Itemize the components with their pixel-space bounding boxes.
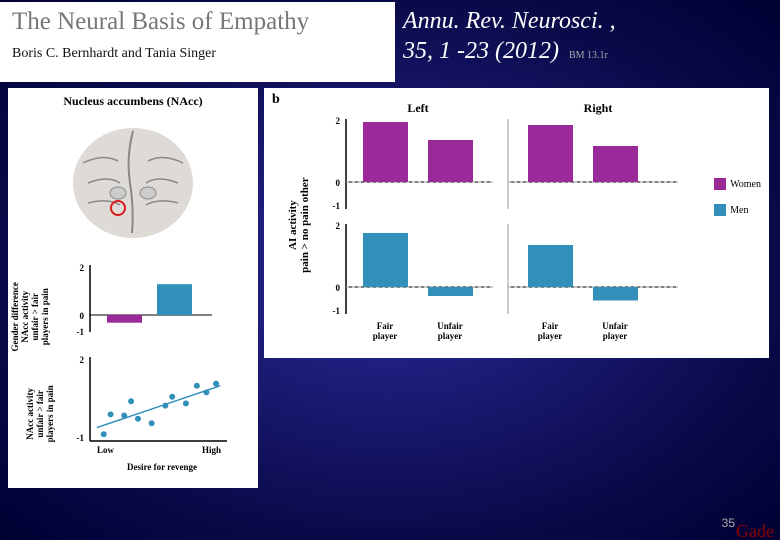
brain-label: Nucleus accumbens (NAcc) (14, 94, 252, 109)
panel-b-legend: Women Men (714, 178, 761, 216)
bar-men (157, 284, 192, 315)
scatter-point (162, 403, 168, 409)
legend-women: Women (714, 178, 761, 190)
panel-b-ylabel: AI activity pain > no pain other (287, 160, 311, 290)
women-bar (593, 146, 638, 182)
title-block: The Neural Basis of Empathy Boris C. Ber… (0, 2, 395, 82)
women-ytick: 2 (336, 116, 341, 126)
citation-journal: Annu. Rev. Neurosci. , (403, 6, 616, 36)
women-ytick: 0 (336, 178, 341, 188)
bar-ytick: 2 (80, 263, 85, 273)
scatter-ytick: -1 (77, 433, 85, 443)
women-bar (363, 122, 408, 182)
men-bar (428, 287, 473, 296)
scatter-xtick-low: Low (97, 445, 115, 455)
panel-b-xtick: Unfairplayer (437, 321, 463, 341)
scatter-fit-line (97, 386, 220, 428)
men-ytick: -1 (333, 306, 341, 316)
nacc-scatter: 2 -1 Low High (72, 349, 242, 459)
scatter-point (169, 394, 175, 400)
scatter-point (121, 413, 127, 419)
men-bar (528, 245, 573, 287)
panel-b-letter: b (272, 92, 280, 108)
panel-b-xtick: Fairplayer (373, 321, 398, 341)
scatter-point (203, 389, 209, 395)
panel-a: Nucleus accumbens (NAcc) Gender differen… (8, 88, 258, 488)
panel-b-chart: Left Right 2 0 -1 2 0 -1 (318, 94, 718, 344)
citation-issue: 35, 1 -23 (2012) (403, 38, 559, 64)
legend-label: Women (730, 179, 761, 190)
brain-ventricle-right (140, 187, 156, 199)
scatter-point (149, 420, 155, 426)
scatter-point (101, 431, 107, 437)
footer-name: Gade (736, 521, 774, 540)
men-ytick: 2 (336, 221, 341, 231)
men-bar (363, 233, 408, 287)
women-bar (528, 125, 573, 182)
page-number: 35 (722, 516, 735, 530)
scatter-xtick-high: High (202, 445, 221, 455)
legend-men: Men (714, 204, 761, 216)
brain-image (58, 113, 208, 253)
men-bar (593, 287, 638, 301)
brain-ventricle-left (110, 187, 126, 199)
legend-swatch-icon (714, 178, 726, 190)
scatter-point (135, 416, 141, 422)
citation-block: Annu. Rev. Neurosci. , 35, 1 -23 (2012) … (403, 2, 616, 66)
nacc-scatter-ylabel: NAcc activity unfair > fair players in p… (26, 369, 56, 459)
legend-label: Men (730, 205, 748, 216)
women-ytick: -1 (333, 201, 341, 211)
paper-title: The Neural Basis of Empathy (12, 8, 385, 36)
bar-ytick: -1 (77, 327, 85, 337)
subplot-title-right: Right (584, 101, 613, 115)
scatter-point (194, 383, 200, 389)
nacc-bar-chart: 2 0 -1 (72, 257, 242, 347)
panel-b: b AI activity pain > no pain other Left … (264, 88, 769, 358)
women-bar (428, 140, 473, 182)
panel-b-xtick: Fairplayer (538, 321, 563, 341)
citation-suffix: BM 13.1r (569, 50, 608, 61)
scatter-point (128, 398, 134, 404)
subplot-title-left: Left (407, 101, 428, 115)
scatter-point (213, 381, 219, 387)
legend-swatch-icon (714, 204, 726, 216)
bar-ytick: 0 (80, 311, 85, 321)
scatter-point (108, 411, 114, 417)
paper-authors: Boris C. Bernhardt and Tania Singer (12, 46, 385, 62)
panel-b-xtick: Unfairplayer (602, 321, 628, 341)
bar-women (107, 315, 142, 323)
scatter-xlabel: Desire for revenge (72, 462, 252, 472)
scatter-point (183, 400, 189, 406)
scatter-ytick: 2 (80, 355, 85, 365)
men-ytick: 0 (336, 283, 341, 293)
